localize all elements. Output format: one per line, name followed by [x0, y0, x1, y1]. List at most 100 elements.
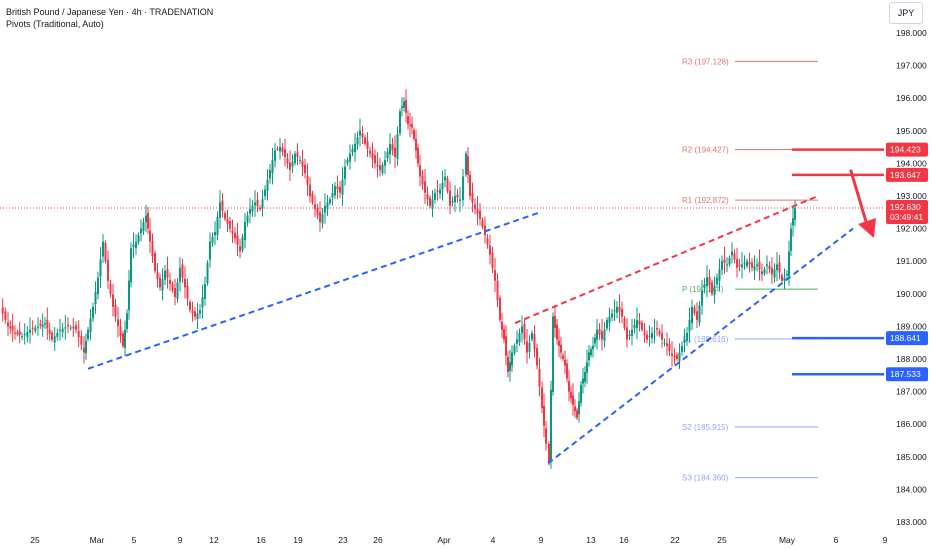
- candle-body: [304, 164, 306, 174]
- last-price-label: 192.630: [890, 202, 921, 212]
- candles: [1, 89, 796, 469]
- candle-body: [1, 307, 4, 314]
- candle-body: [191, 310, 194, 314]
- support-trendline[interactable]: [547, 227, 854, 465]
- candle-body: [491, 252, 494, 268]
- candle-body: [291, 161, 294, 167]
- candle-body: [623, 318, 626, 329]
- candle-body: [481, 220, 484, 227]
- x-tick-label: 25: [30, 535, 40, 545]
- candle-body: [444, 176, 446, 181]
- candle-body: [354, 143, 356, 152]
- candle-body: [783, 277, 786, 281]
- candle-body: [636, 319, 638, 329]
- candle-body: [349, 153, 351, 162]
- candle-body: [436, 190, 439, 192]
- candle-body: [773, 269, 776, 278]
- candle-body: [511, 352, 513, 366]
- candle-body: [346, 160, 349, 164]
- candle-body: [221, 200, 224, 211]
- candle-body: [721, 261, 723, 271]
- candle-body: [206, 262, 209, 284]
- price-tag: [886, 367, 928, 382]
- candle-body: [179, 267, 181, 282]
- y-tick-label: 197.000: [896, 61, 927, 71]
- candle-body: [641, 322, 643, 330]
- candle-body: [344, 166, 346, 180]
- y-tick-label: 193.000: [896, 191, 927, 201]
- candle-body: [439, 189, 441, 194]
- candle-body: [201, 297, 204, 308]
- trendlines[interactable]: [87, 195, 854, 465]
- candle-body: [413, 130, 415, 139]
- candle-body: [766, 264, 768, 267]
- candle-body: [94, 292, 97, 305]
- candle-body: [326, 202, 329, 210]
- resistance-trendline[interactable]: [514, 195, 819, 325]
- y-axis[interactable]: 183.000 184.000 185.000 186.000 187.000 188.0…: [896, 28, 927, 527]
- candle-body: [9, 326, 12, 329]
- chart-legend: British Pound / Japanese Yen · 4h · TRAD…: [6, 6, 213, 30]
- candle-body: [196, 313, 199, 320]
- candle-body: [229, 221, 231, 229]
- pivot-label: R2 (194.427): [682, 145, 729, 154]
- candle-body: [64, 327, 67, 329]
- candle-body: [226, 218, 229, 224]
- candle-body: [708, 276, 711, 286]
- candle-body: [431, 199, 434, 210]
- support-trendline[interactable]: [87, 211, 541, 370]
- pivot-label: P (190.144): [682, 285, 724, 294]
- x-tick-label: Mar: [90, 535, 105, 545]
- y-tick-label: 190.000: [896, 289, 927, 299]
- candle-body: [459, 199, 461, 201]
- x-axis[interactable]: 25 Mar 5 9 12 16 19 23 26 Apr 4 9 13 16 22 25 May 6 9: [30, 535, 887, 545]
- candle-body: [405, 100, 407, 113]
- candle-body: [596, 329, 598, 340]
- candle-body: [319, 212, 321, 223]
- candle-body: [394, 147, 396, 157]
- candle-body: [666, 343, 668, 346]
- key-levels[interactable]: 194.423 193.647 188.641 187.533: [792, 142, 928, 382]
- candle-body: [608, 316, 611, 324]
- currency-button[interactable]: JPY: [889, 2, 923, 24]
- candle-body: [80, 335, 83, 345]
- candle-body: [756, 264, 758, 267]
- candle-body: [194, 311, 196, 317]
- arrow-head: [858, 218, 876, 238]
- candle-body: [403, 101, 405, 108]
- candle-body: [462, 176, 464, 200]
- candle-body: [89, 318, 92, 333]
- candle-body: [117, 319, 119, 327]
- candle-body: [467, 156, 469, 175]
- candle-body: [246, 215, 249, 223]
- candle-body: [269, 169, 271, 179]
- candle-body: [85, 341, 87, 354]
- price-tag: [886, 331, 928, 346]
- candle-body: [161, 279, 164, 291]
- candle-body: [794, 208, 796, 220]
- price-tag: [886, 167, 928, 182]
- x-tick-label: 9: [883, 535, 888, 545]
- candle-body: [499, 297, 501, 320]
- y-tick-label: 191.000: [896, 256, 927, 266]
- candle-body: [761, 271, 763, 275]
- candle-body: [231, 230, 234, 234]
- candle-body: [107, 259, 109, 281]
- candle-body: [701, 290, 703, 306]
- candle-body: [309, 184, 311, 196]
- candle-body: [329, 199, 331, 204]
- x-tick-label: 22: [670, 535, 680, 545]
- candle-body: [545, 428, 547, 444]
- candle-body: [592, 345, 594, 350]
- candle-body: [59, 329, 61, 331]
- candle-body: [728, 257, 731, 265]
- candle-body: [421, 175, 424, 185]
- candle-body: [681, 345, 683, 352]
- candle-body: [140, 228, 142, 234]
- candle-body: [366, 141, 369, 149]
- candle-body: [171, 284, 174, 291]
- candle-body: [401, 106, 403, 108]
- candle-body: [407, 116, 409, 125]
- candle-body: [474, 204, 476, 210]
